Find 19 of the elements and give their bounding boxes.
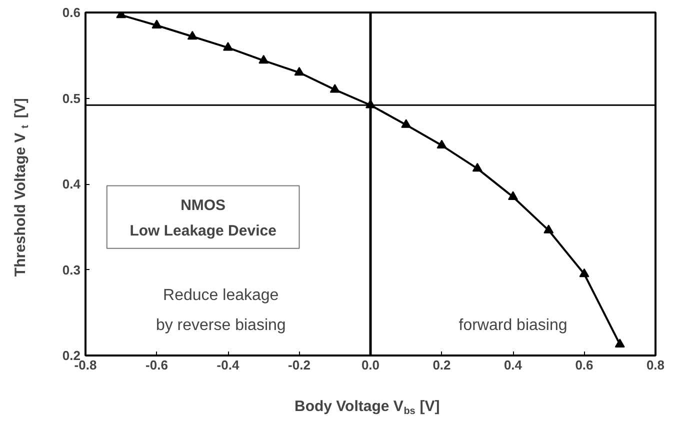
x-tick-label: 0.6 — [575, 358, 594, 372]
y-tick-label: 0.2 — [62, 348, 81, 363]
y-tick-label: 0.5 — [62, 90, 81, 106]
x-tick-label: 0.8 — [646, 358, 665, 372]
y-tick-label: 0.4 — [62, 176, 82, 192]
annotation: forward biasing — [458, 316, 568, 334]
annotation: Reduce leakage — [163, 286, 279, 304]
x-tick-label: 0.0 — [361, 358, 380, 372]
y-tick-label: 0.6 — [62, 5, 81, 20]
x-tick-label: -0.2 — [288, 358, 310, 372]
annotation: by reverse biasing — [156, 316, 286, 334]
annotation: Low Leakage Device — [130, 222, 276, 240]
x-tick-label: 0.4 — [504, 358, 523, 372]
y-tick-label: 0.3 — [62, 262, 81, 278]
y-axis-title: Threshold Voltage Vt [V] — [12, 98, 31, 277]
x-tick-label: 0.2 — [432, 358, 451, 372]
annotation: NMOS — [180, 196, 226, 214]
x-tick-label: -0.6 — [146, 358, 168, 372]
x-tick-label: -0.4 — [216, 358, 240, 372]
